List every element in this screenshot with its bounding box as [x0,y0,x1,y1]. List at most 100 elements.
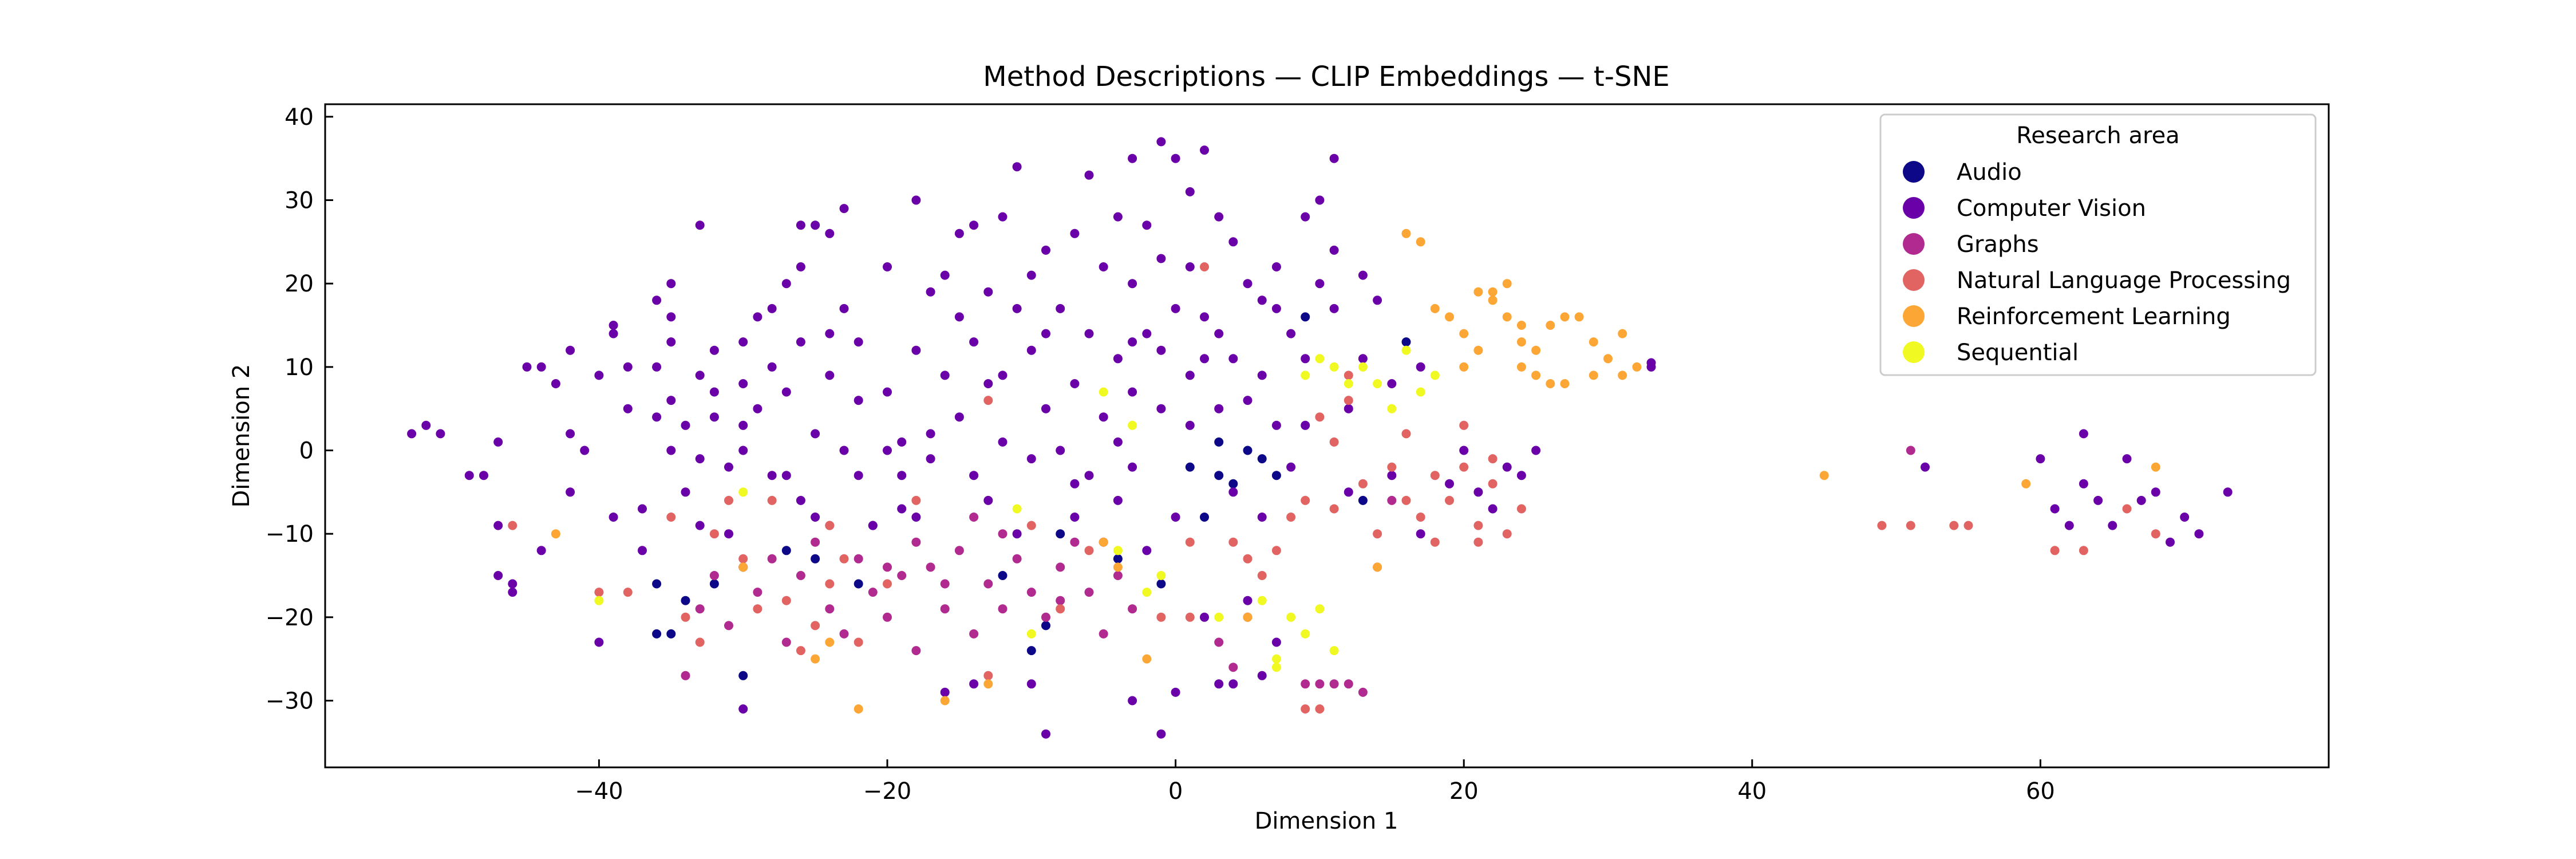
point-graphs-20 [983,579,993,589]
point-computer-vision-171 [2108,521,2117,530]
point-sequential-8 [1257,596,1267,605]
point-computer-vision-187 [897,471,907,480]
point-graphs-2 [709,571,719,580]
point-computer-vision-0 [407,429,417,439]
legend-label: Computer Vision [1957,195,2146,222]
point-sequential-24 [1430,371,1440,380]
point-sequential-21 [1387,404,1397,413]
point-computer-vision-36 [709,412,719,422]
point-graphs-43 [998,604,1008,614]
point-graphs-34 [1315,679,1325,689]
point-natural-language-processing-25 [1185,537,1195,547]
point-natural-language-processing-4 [681,612,690,622]
legend-label: Graphs [1957,231,2039,258]
point-reinforcement-learning-20 [1502,279,1512,289]
point-graphs-4 [753,588,762,597]
point-reinforcement-learning-34 [1819,471,1829,480]
point-natural-language-processing-15 [825,579,835,589]
point-computer-vision-137 [1271,420,1281,430]
point-computer-vision-71 [940,371,950,380]
point-computer-vision-103 [1113,354,1123,364]
point-audio-23 [681,596,690,605]
point-computer-vision-200 [926,429,935,439]
point-computer-vision-112 [1156,137,1166,147]
x-axis-ticks: −40 −20 0 20 40 60 [575,759,2055,805]
point-reinforcement-learning-1 [738,562,748,572]
point-computer-vision-198 [709,387,719,397]
point-reinforcement-learning-32 [1618,329,1627,338]
point-graphs-28 [1099,629,1108,639]
point-sequential-22 [1401,345,1411,355]
point-natural-language-processing-20 [983,396,993,405]
point-computer-vision-158 [1488,504,1498,514]
point-computer-vision-40 [738,379,748,388]
point-computer-vision-210 [998,371,1008,380]
point-computer-vision-186 [1257,671,1267,680]
point-computer-vision-161 [1531,446,1541,455]
point-computer-vision-54 [825,371,835,380]
point-computer-vision-203 [1128,337,1137,347]
point-graphs-30 [1214,637,1224,647]
point-computer-vision-188 [796,495,805,505]
legend-items: Audio Computer Vision Graphs Natural Langua… [1903,159,2291,366]
point-reinforcement-learning-25 [1531,371,1541,380]
point-computer-vision-178 [2223,487,2233,497]
point-computer-vision-115 [1156,729,1166,739]
point-natural-language-processing-37 [1358,479,1368,488]
point-computer-vision-86 [1026,345,1036,355]
x-tick-label: −40 [575,778,623,805]
point-computer-vision-117 [1171,304,1180,313]
point-reinforcement-learning-30 [1603,354,1613,364]
point-reinforcement-learning-38 [1546,321,1555,330]
point-reinforcement-learning-27 [1560,379,1570,388]
point-audio-27 [652,629,662,639]
data-points [407,137,2233,739]
point-computer-vision-38 [724,529,733,539]
point-audio-3 [738,671,748,680]
point-computer-vision-168 [2079,479,2088,488]
point-natural-language-processing-33 [1315,412,1325,422]
point-sequential-2 [1012,504,1022,514]
point-computer-vision-78 [983,287,993,297]
point-natural-language-processing-28 [1243,554,1253,564]
point-computer-vision-19 [623,362,633,372]
y-axis-label: Dimension 2 [228,364,255,508]
point-computer-vision-89 [1041,404,1050,413]
point-computer-vision-24 [652,362,662,372]
point-sequential-20 [1373,379,1382,388]
point-computer-vision-110 [1142,329,1152,338]
point-audio-1 [666,629,676,639]
point-computer-vision-68 [926,287,935,297]
point-natural-language-processing-2 [623,588,633,597]
point-graphs-42 [940,579,950,589]
point-sequential-17 [1329,362,1339,372]
point-computer-vision-109 [1142,220,1152,230]
point-computer-vision-121 [1185,371,1195,380]
y-tick-label: −10 [266,521,314,547]
point-audio-16 [1243,446,1253,455]
point-computer-vision-46 [781,279,791,289]
point-reinforcement-learning-0 [551,529,560,539]
point-natural-language-processing-10 [767,495,777,505]
point-reinforcement-learning-12 [1401,228,1411,238]
point-computer-vision-201 [983,495,993,505]
point-reinforcement-learning-26 [1546,379,1555,388]
point-computer-vision-56 [839,304,849,313]
point-computer-vision-196 [609,513,618,522]
point-reinforcement-learning-36 [2151,462,2160,472]
point-computer-vision-18 [609,329,618,338]
point-audio-14 [1214,437,1224,447]
point-natural-language-processing-16 [839,554,849,564]
point-natural-language-processing-47 [1488,479,1498,488]
point-graphs-7 [796,571,805,580]
point-computer-vision-98 [1084,471,1094,480]
point-computer-vision-159 [1502,462,1512,472]
legend-marker [1903,233,1925,255]
point-graphs-19 [969,629,979,639]
point-sequential-12 [1301,629,1310,639]
point-computer-vision-82 [1012,162,1022,172]
point-sequential-26 [1128,420,1137,430]
point-audio-26 [854,579,863,589]
point-computer-vision-104 [1113,495,1123,505]
point-sequential-23 [1416,387,1425,397]
